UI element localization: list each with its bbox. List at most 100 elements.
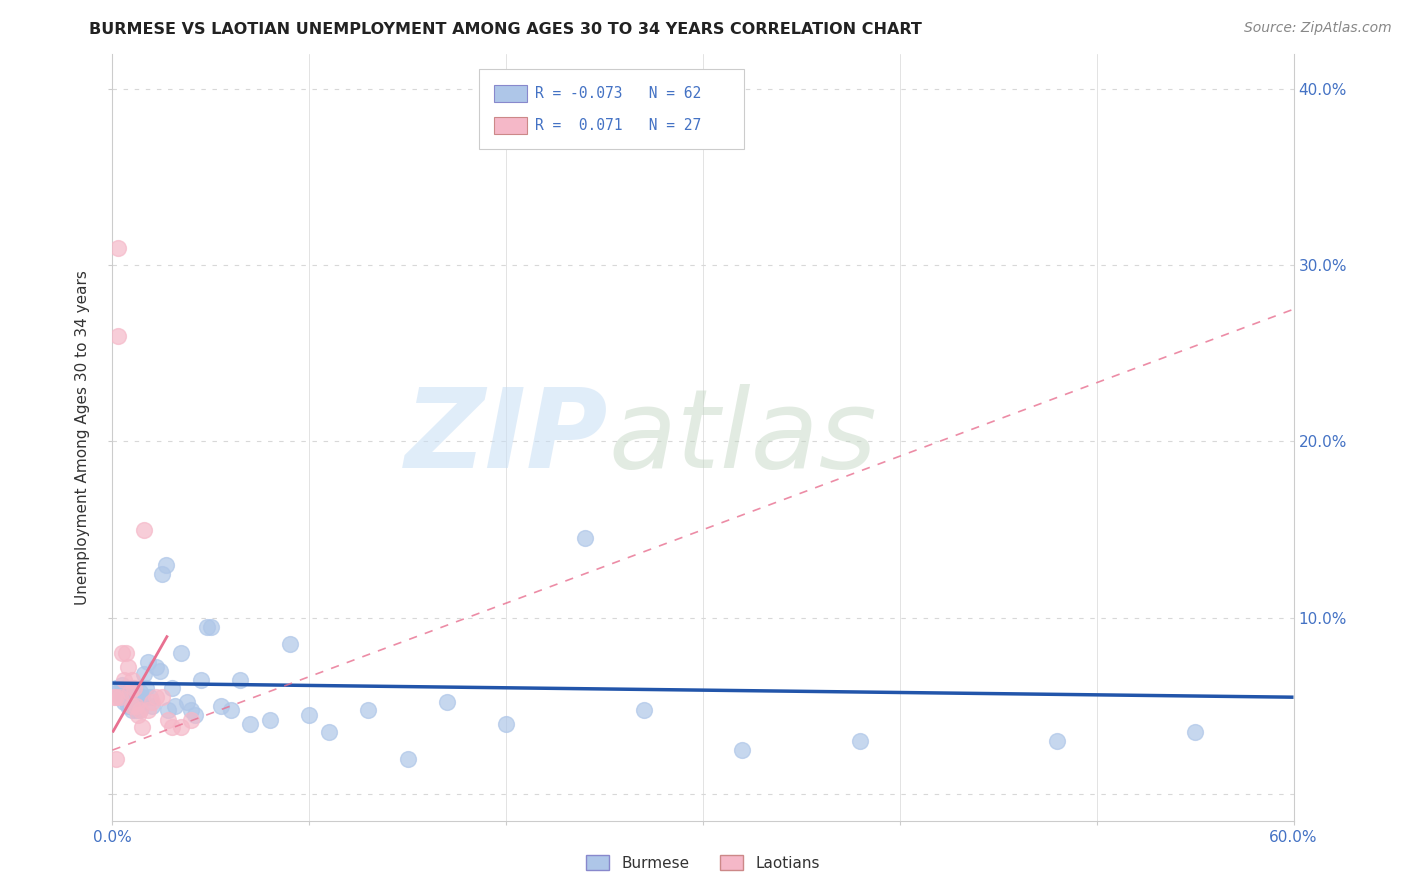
- Point: [127, 698, 149, 713]
- Point: [132, 523, 155, 537]
- Point: [155, 558, 177, 572]
- Point: [150, 690, 173, 705]
- Point: [115, 646, 138, 660]
- Point: [1046, 734, 1069, 748]
- Point: [107, 240, 129, 254]
- Point: [165, 698, 187, 713]
- Point: [131, 720, 153, 734]
- Point: [278, 637, 301, 651]
- Point: [121, 681, 143, 696]
- Point: [141, 698, 163, 713]
- Point: [122, 696, 145, 710]
- Point: [121, 690, 143, 705]
- Point: [121, 702, 143, 716]
- Point: [110, 690, 132, 705]
- Point: [195, 620, 218, 634]
- Point: [200, 620, 222, 634]
- Point: [170, 720, 193, 734]
- Point: [145, 690, 167, 705]
- Point: [103, 690, 125, 705]
- Point: [190, 673, 212, 687]
- Text: R = -0.073   N = 62: R = -0.073 N = 62: [536, 86, 702, 101]
- Point: [209, 698, 232, 713]
- Point: [107, 685, 129, 699]
- Point: [150, 566, 173, 581]
- Point: [111, 646, 134, 660]
- Point: [139, 690, 162, 705]
- Point: [170, 646, 193, 660]
- Point: [229, 673, 252, 687]
- Point: [219, 702, 242, 716]
- Point: [495, 716, 517, 731]
- Point: [184, 707, 207, 722]
- Point: [180, 713, 202, 727]
- Point: [117, 660, 139, 674]
- Point: [112, 673, 135, 687]
- Point: [105, 752, 128, 766]
- Point: [136, 702, 159, 716]
- Point: [122, 681, 145, 696]
- Point: [111, 687, 134, 701]
- Point: [129, 702, 152, 716]
- Point: [125, 690, 148, 705]
- FancyBboxPatch shape: [494, 85, 527, 102]
- Point: [105, 690, 128, 705]
- Point: [731, 743, 754, 757]
- Point: [125, 702, 148, 716]
- Point: [121, 698, 143, 713]
- Point: [110, 690, 132, 705]
- Point: [156, 702, 179, 716]
- Point: [160, 681, 183, 696]
- Point: [396, 752, 419, 766]
- Point: [127, 696, 149, 710]
- Point: [176, 696, 198, 710]
- Point: [436, 696, 458, 710]
- Point: [129, 685, 152, 699]
- Point: [141, 696, 163, 710]
- Point: [160, 720, 183, 734]
- Text: ZIP: ZIP: [405, 384, 609, 491]
- Point: [129, 702, 152, 716]
- FancyBboxPatch shape: [478, 69, 744, 150]
- Point: [112, 681, 135, 696]
- Point: [120, 685, 142, 699]
- Point: [121, 673, 143, 687]
- Point: [239, 716, 262, 731]
- Point: [105, 681, 128, 696]
- Point: [117, 689, 139, 703]
- Point: [259, 713, 281, 727]
- Point: [357, 702, 380, 716]
- Point: [127, 707, 149, 722]
- Legend: Burmese, Laotians: Burmese, Laotians: [586, 855, 820, 871]
- Point: [298, 707, 321, 722]
- Point: [145, 660, 167, 674]
- Text: atlas: atlas: [609, 384, 877, 491]
- Point: [115, 685, 138, 699]
- Point: [115, 690, 138, 705]
- Text: R =  0.071   N = 27: R = 0.071 N = 27: [536, 118, 702, 133]
- Point: [107, 328, 129, 343]
- Point: [633, 702, 655, 716]
- Point: [111, 678, 134, 692]
- Text: Source: ZipAtlas.com: Source: ZipAtlas.com: [1244, 21, 1392, 35]
- Point: [156, 713, 179, 727]
- Point: [149, 664, 172, 678]
- Y-axis label: Unemployment Among Ages 30 to 34 years: Unemployment Among Ages 30 to 34 years: [75, 269, 90, 605]
- Point: [117, 698, 139, 713]
- Point: [122, 685, 145, 699]
- Point: [125, 698, 148, 713]
- Point: [574, 532, 596, 546]
- Point: [136, 655, 159, 669]
- Text: BURMESE VS LAOTIAN UNEMPLOYMENT AMONG AGES 30 TO 34 YEARS CORRELATION CHART: BURMESE VS LAOTIAN UNEMPLOYMENT AMONG AG…: [89, 22, 922, 37]
- FancyBboxPatch shape: [494, 117, 527, 134]
- Point: [180, 702, 202, 716]
- Point: [849, 734, 872, 748]
- Point: [1184, 725, 1206, 739]
- Point: [318, 725, 340, 739]
- Point: [135, 681, 157, 696]
- Point: [120, 685, 142, 699]
- Point: [112, 696, 135, 710]
- Point: [120, 698, 142, 713]
- Point: [132, 667, 155, 681]
- Point: [131, 690, 153, 705]
